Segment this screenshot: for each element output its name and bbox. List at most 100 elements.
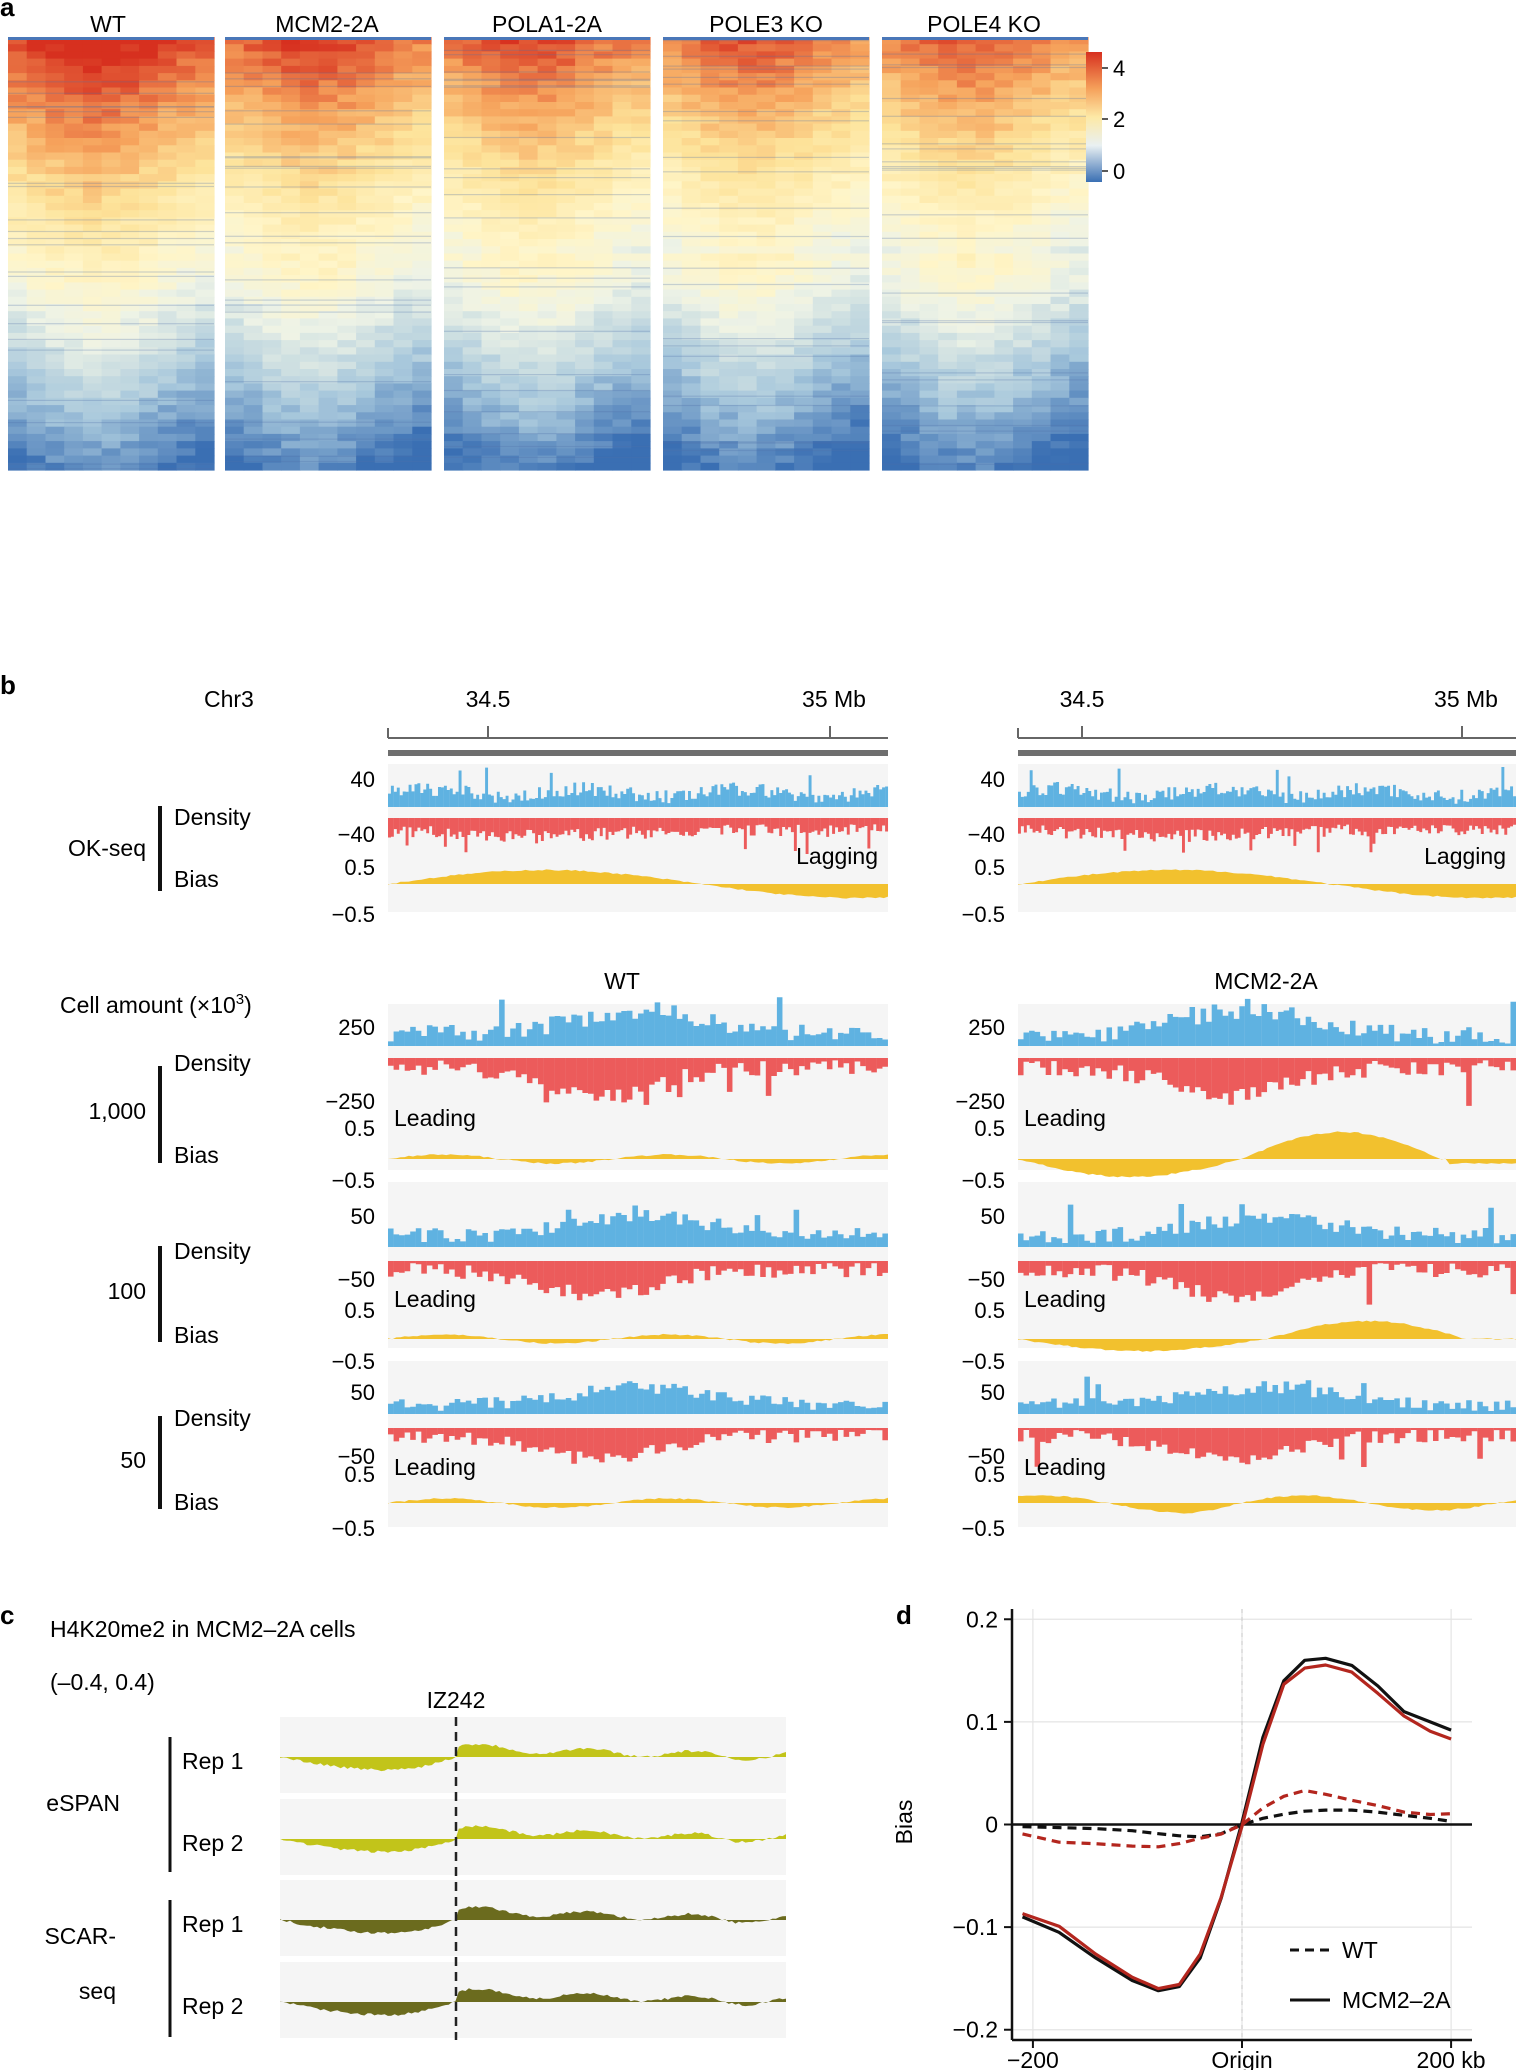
y-tick-label: 0.2 <box>966 1606 998 1632</box>
okseq-bias-tick-top: 0.5 <box>344 855 375 880</box>
density-tick-bottom: −50 <box>338 1444 375 1469</box>
series-line-wt-scar-seq <box>1022 1788 1452 1849</box>
density-tick-bottom: −50 <box>968 1267 1005 1292</box>
track-espan-rep1 <box>280 1717 786 1793</box>
okseq-bias-label: Bias <box>174 866 219 892</box>
group-1000-amount: 1,000 <box>88 1098 146 1124</box>
density-tick-top: 50 <box>351 1380 375 1405</box>
y-axis-label: Bias <box>891 1800 917 1845</box>
okseq-lagging-annotation: Lagging <box>796 843 878 869</box>
heatmap-pole4-ko <box>882 37 1089 471</box>
heatmap-wt <box>8 37 215 471</box>
group-50-mcm2: 50 −500.5 −0.5 Leading <box>962 1361 1516 1541</box>
okseq-bias-tick-bottom: −0.5 <box>332 902 375 927</box>
okseq-density-negative <box>388 818 889 854</box>
density-tick-top: 50 <box>981 1204 1005 1229</box>
x-tick-label: 200 kb <box>1417 2047 1486 2070</box>
leading-annotation: Leading <box>1024 1105 1106 1131</box>
ruler-tick-34-5: 34.5 <box>466 686 511 712</box>
bias-track <box>388 1154 888 1165</box>
panel-c-labels: Rep 1 Rep 2 Rep 1 Rep 2 eSPAN SCAR- seq <box>44 1737 243 2037</box>
series-line-mcm2-2a-scar-seq <box>1021 1663 1452 1991</box>
panel-label-b: b <box>0 670 16 700</box>
density-tick-top: 50 <box>981 1380 1005 1405</box>
okseq-density-positive <box>388 767 889 807</box>
panel-c-tracks <box>280 1717 786 2038</box>
sample-title-wt: WT <box>604 968 640 994</box>
leading-annotation: Leading <box>394 1286 476 1312</box>
bias-track <box>388 1497 888 1508</box>
panel-a: a WT MCM2-2A POLA1-2A POLE3 KO POLE4 KO … <box>0 0 1125 471</box>
espan-rep2-label: Rep 2 <box>182 1830 243 1856</box>
colorbar-ticks: 4 2 0 <box>1102 56 1125 184</box>
okseq-bias-tick-top: 0.5 <box>974 855 1005 880</box>
heatmap-title-pole3-ko: POLE3 KO <box>709 11 823 37</box>
density-tick-bottom: −250 <box>955 1089 1005 1114</box>
series-line-wt-espan <box>1022 1808 1452 1839</box>
bias-tick-top: 0.5 <box>344 1116 375 1141</box>
scar-label-line2: seq <box>79 1978 116 2004</box>
track-scar-rep1 <box>280 1880 786 1956</box>
group-1000-density-label: Density <box>174 1050 251 1076</box>
panel-d: d −0.2 −0.1 0 0.1 0.2 −200 Origin 200 kb Bias WT M… <box>891 1600 1486 2070</box>
okseq-density-label: Density <box>174 804 251 830</box>
okseq-density-positive <box>1018 767 1516 807</box>
espan-rep1-label: Rep 1 <box>182 1748 243 1774</box>
bias-tick-bottom: −0.5 <box>962 1349 1005 1374</box>
density-positive <box>388 1381 888 1414</box>
heatmap-pole3-ko <box>663 37 870 471</box>
y-tick-label: −0.1 <box>953 1914 998 1940</box>
density-tick-bottom: −250 <box>325 1089 375 1114</box>
density-positive <box>1018 1204 1516 1247</box>
leading-annotation: Leading <box>394 1105 476 1131</box>
bias-track <box>1018 1131 1516 1178</box>
panel-label-c: c <box>0 1600 14 1630</box>
group-50-density-label: Density <box>174 1405 251 1431</box>
group-50-bias-label: Bias <box>174 1489 219 1515</box>
bias-tick-top: 0.5 <box>344 1298 375 1323</box>
bias-track <box>1018 1320 1516 1352</box>
genome-tracks: 40−400.5−0.5Lagging250−2500.5−0.5Leading… <box>325 764 1516 1541</box>
colorbar <box>1086 52 1102 182</box>
scar-label-line1: SCAR- <box>44 1923 116 1949</box>
okseq-density-tick-top: 40 <box>351 767 375 792</box>
heatmap-titles: WT MCM2-2A POLA1-2A POLE3 KO POLE4 KO <box>90 11 1041 37</box>
density-negative <box>388 1428 888 1464</box>
panel-c-title: H4K20me2 in MCM2–2A cells <box>50 1616 356 1642</box>
bias-track <box>388 1333 888 1344</box>
ruler-tick-35: 35 Mb <box>802 686 866 712</box>
group-100-wt: 50 −50 0.5 −0.5 Leading <box>332 1182 888 1374</box>
ruler-wt: 34.5 35 Mb <box>387 686 888 756</box>
track-scar-rep2 <box>280 1962 786 2038</box>
density-tick-bottom: −50 <box>338 1267 375 1292</box>
legend-label: WT <box>1342 1937 1378 1963</box>
density-tick-top: 250 <box>968 1015 1005 1040</box>
okseq-bias <box>1018 869 1516 899</box>
legend-label: MCM2–2A <box>1342 1987 1451 2013</box>
bias-track <box>1018 1495 1516 1514</box>
panel-c: c H4K20me2 in MCM2–2A cells (–0.4, 0.4) … <box>0 1600 786 2040</box>
y-tick-label: −0.2 <box>953 2017 998 2043</box>
heatmap-title-wt: WT <box>90 11 126 37</box>
colorbar-tick-0: 0 <box>1113 159 1125 184</box>
panel-label-d: d <box>896 1600 912 1630</box>
leading-annotation: Leading <box>1024 1454 1106 1480</box>
group-50-labels: Density Bias 50 <box>120 1405 251 1515</box>
heatmap-title-mcm2-2a: MCM2-2A <box>275 11 379 37</box>
okseq-density-tick-bottom: −40 <box>338 822 375 847</box>
okseq-bias <box>388 869 888 899</box>
density-negative <box>1018 1058 1516 1106</box>
group-100-mcm2: 50 −50 0.5 −0.5 Leading <box>962 1182 1516 1374</box>
legend: WT MCM2–2A <box>1290 1937 1451 2013</box>
density-positive <box>1018 998 1516 1046</box>
density-tick-bottom: −50 <box>968 1444 1005 1469</box>
group-1000-labels: Density Bias 1,000 <box>88 1050 251 1168</box>
bias-tick-top: 0.5 <box>974 1462 1005 1487</box>
okseq-density-negative <box>1018 818 1516 853</box>
heatmaps <box>8 37 1089 471</box>
colorbar-tick-2: 2 <box>1113 107 1125 132</box>
chromosome-label: Chr3 <box>204 686 254 712</box>
heatmap-pola1-2a <box>444 37 651 471</box>
density-tick-top: 50 <box>351 1204 375 1229</box>
